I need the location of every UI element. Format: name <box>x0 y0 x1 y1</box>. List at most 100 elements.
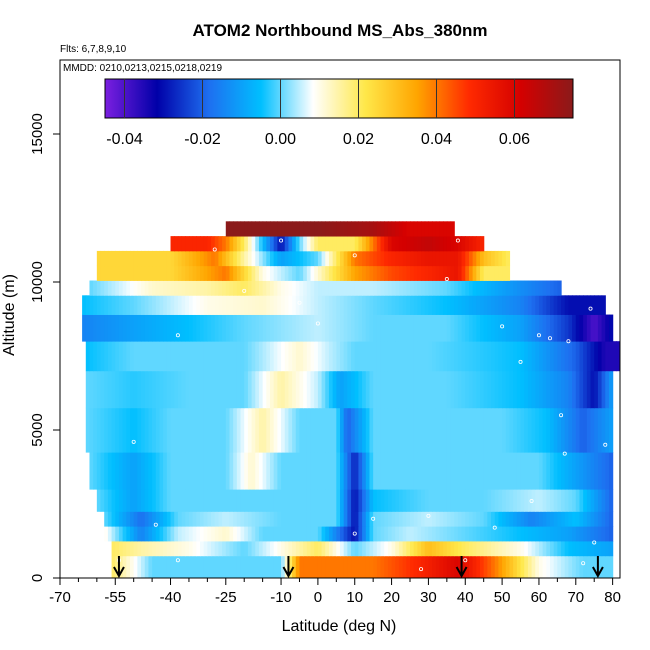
heatmap-cell <box>369 541 374 557</box>
heatmap-cell <box>406 236 411 252</box>
heatmap-cell <box>542 489 547 512</box>
heatmap-cell <box>428 541 433 557</box>
heatmap-cell <box>527 541 533 557</box>
heatmap-cell <box>192 526 197 542</box>
heatmap-cell <box>568 555 573 578</box>
heatmap-cell <box>432 221 437 237</box>
heatmap-cell <box>402 280 407 296</box>
heatmap-cell <box>229 407 234 453</box>
heatmap-cell <box>336 265 341 281</box>
sample-point <box>492 525 497 530</box>
heatmap-cell <box>395 250 400 267</box>
heatmap-cell <box>159 280 164 296</box>
heatmap-cell <box>177 314 183 342</box>
heatmap-cell <box>450 295 455 315</box>
heatmap-cell <box>270 295 275 315</box>
heatmap-cell <box>115 452 120 490</box>
heatmap-cell <box>583 452 588 490</box>
heatmap-cell <box>314 489 319 512</box>
heatmap-cell <box>439 221 444 237</box>
heatmap-cell <box>373 221 378 237</box>
heatmap-cell <box>432 265 437 281</box>
heatmap-cell <box>240 314 245 342</box>
heatmap-cell <box>439 250 444 267</box>
heatmap-cell <box>148 370 153 409</box>
heatmap-cell <box>354 370 360 409</box>
heatmap-cell <box>188 489 194 512</box>
heatmap-cell <box>299 280 304 296</box>
heatmap-cell <box>468 341 474 372</box>
heatmap-cell <box>292 295 297 315</box>
heatmap-cell <box>284 221 290 237</box>
heatmap-cell <box>288 221 293 237</box>
latitude-arrow <box>455 556 468 579</box>
heatmap-cell <box>281 555 286 578</box>
heatmap-cell <box>513 341 518 372</box>
x-tick-label: 80 <box>604 589 621 606</box>
heatmap-cell <box>306 221 312 237</box>
heatmap-cell <box>104 295 109 315</box>
heatmap-cell <box>395 236 400 252</box>
heatmap-cell <box>502 407 507 453</box>
heatmap-cell <box>155 555 161 578</box>
heatmap-cell <box>222 555 227 578</box>
heatmap-cell <box>568 341 573 372</box>
heatmap-cell <box>233 370 238 409</box>
heatmap-cell <box>450 555 455 578</box>
heatmap-cell <box>487 489 492 512</box>
heatmap-cell <box>325 265 330 281</box>
heatmap-cell <box>358 407 363 453</box>
heatmap-cell <box>133 341 138 372</box>
heatmap-cell <box>572 370 577 409</box>
heatmap-cell <box>380 526 385 542</box>
heatmap-cell <box>240 452 245 490</box>
heatmap-cell <box>376 511 382 527</box>
heatmap-cell <box>597 295 603 315</box>
heatmap-cell <box>332 295 337 315</box>
heatmap-cell <box>244 250 249 267</box>
heatmap-cell <box>240 250 245 267</box>
heatmap-cell <box>126 341 131 372</box>
heatmap-cell <box>494 370 500 409</box>
heatmap-cell <box>542 555 547 578</box>
heatmap-cell <box>480 250 485 267</box>
heatmap-cell <box>170 295 175 315</box>
heatmap-cell <box>218 511 223 527</box>
heatmap-cell <box>546 341 551 372</box>
heatmap-cell <box>115 526 120 542</box>
heatmap-cell <box>188 526 194 542</box>
x-tick-label: 70 <box>567 589 584 606</box>
heatmap-cell <box>317 555 323 578</box>
altitude-band <box>89 452 614 490</box>
heatmap-cell <box>255 370 260 409</box>
heatmap-cell <box>332 265 337 281</box>
heatmap-cell <box>236 295 242 315</box>
heatmap-cell <box>564 489 570 512</box>
altitude-band <box>104 511 614 527</box>
heatmap-cell <box>292 280 297 296</box>
heatmap-cell <box>472 452 477 490</box>
heatmap-cell <box>288 555 293 578</box>
heatmap-cell <box>244 314 249 342</box>
heatmap-cell <box>137 341 142 372</box>
heatmap-cell <box>608 555 614 578</box>
heatmap-cell <box>247 314 253 342</box>
heatmap-cell <box>391 280 396 296</box>
heatmap-cell <box>144 265 150 281</box>
heatmap-cell <box>89 370 94 409</box>
heatmap-cell <box>310 407 315 453</box>
heatmap-cell <box>284 280 290 296</box>
heatmap-cell <box>538 526 544 542</box>
heatmap-cell <box>472 295 477 315</box>
heatmap-cell <box>325 555 330 578</box>
heatmap-cell <box>262 265 267 281</box>
heatmap-cell <box>550 295 555 315</box>
heatmap-cell <box>133 489 138 512</box>
heatmap-cell <box>435 236 441 252</box>
heatmap-cell <box>435 295 441 315</box>
heatmap-cell <box>454 407 459 453</box>
heatmap-cell <box>468 407 474 453</box>
heatmap-cell <box>122 250 127 267</box>
heatmap-cell <box>494 295 500 315</box>
heatmap-cell <box>538 541 544 557</box>
